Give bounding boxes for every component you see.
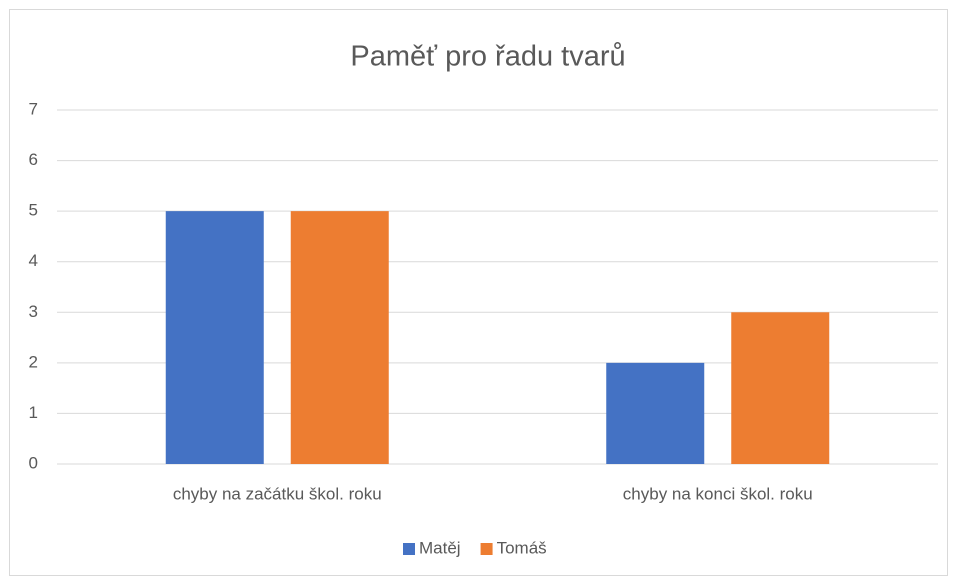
legend-swatch <box>403 543 415 555</box>
y-tick-label: 2 <box>29 352 38 371</box>
x-tick-label: chyby na konci škol. roku <box>623 484 813 503</box>
y-tick-label: 4 <box>29 251 38 270</box>
chart-title: Paměť pro řadu tvarů <box>350 41 625 73</box>
y-tick-label: 3 <box>29 302 38 321</box>
bar <box>731 312 830 464</box>
bar <box>606 362 705 464</box>
x-tick-label: chyby na začátku škol. roku <box>173 484 382 503</box>
legend-swatch <box>480 543 493 555</box>
y-tick-label: 7 <box>29 99 38 118</box>
bar <box>165 211 264 464</box>
y-tick-label: 6 <box>29 150 38 169</box>
y-tick-label: 0 <box>29 453 38 472</box>
bar <box>290 211 389 464</box>
y-tick-label: 5 <box>29 201 38 220</box>
y-tick-label: 1 <box>29 403 38 422</box>
legend-label: Matěj <box>419 538 461 557</box>
legend-label: Tomáš <box>497 538 547 557</box>
